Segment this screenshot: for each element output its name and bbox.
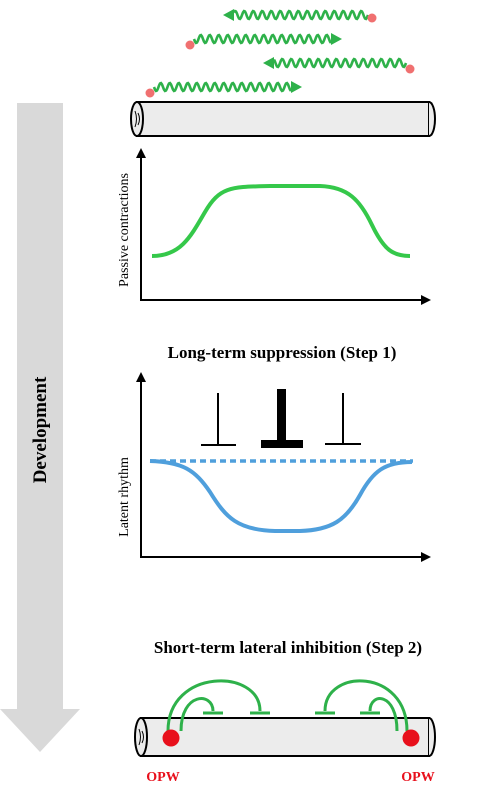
wave-arrow-3 <box>263 57 415 74</box>
development-label: Development <box>30 376 51 483</box>
opw-dot-right <box>402 729 420 747</box>
wave-arrow-4 <box>145 81 302 98</box>
step2-title: Short-term lateral inhibition (Step 2) <box>154 638 422 657</box>
wave-arrow-1 <box>223 9 377 23</box>
lateral-inhibition-arcs <box>166 679 409 732</box>
inhibition-symbol-center <box>261 389 303 448</box>
inhibition-symbols <box>201 389 361 448</box>
passive-contractions-ylabel: Passive contractions <box>117 173 132 287</box>
wave-arrow-2 <box>185 33 342 50</box>
opw-label-right: OPW <box>401 770 434 785</box>
opw-dot-left <box>162 729 180 747</box>
step1-title: Long-term suppression (Step 1) <box>168 343 397 362</box>
passive-contractions-plot <box>136 148 431 305</box>
development-arrow <box>0 103 80 752</box>
passive-contractions-curve <box>151 184 411 258</box>
latent-rhythm-plot <box>136 372 431 562</box>
inhibition-symbol-left <box>201 393 236 446</box>
tube-bottom <box>134 717 436 757</box>
inhibition-symbol-right <box>325 393 361 445</box>
opw-label-left: OPW <box>146 770 179 785</box>
latent-rhythm-ylabel: Latent rhythm <box>117 457 132 537</box>
latent-rhythm-curve <box>149 459 413 533</box>
tube-top <box>130 101 436 137</box>
wave-arrows <box>145 9 415 98</box>
